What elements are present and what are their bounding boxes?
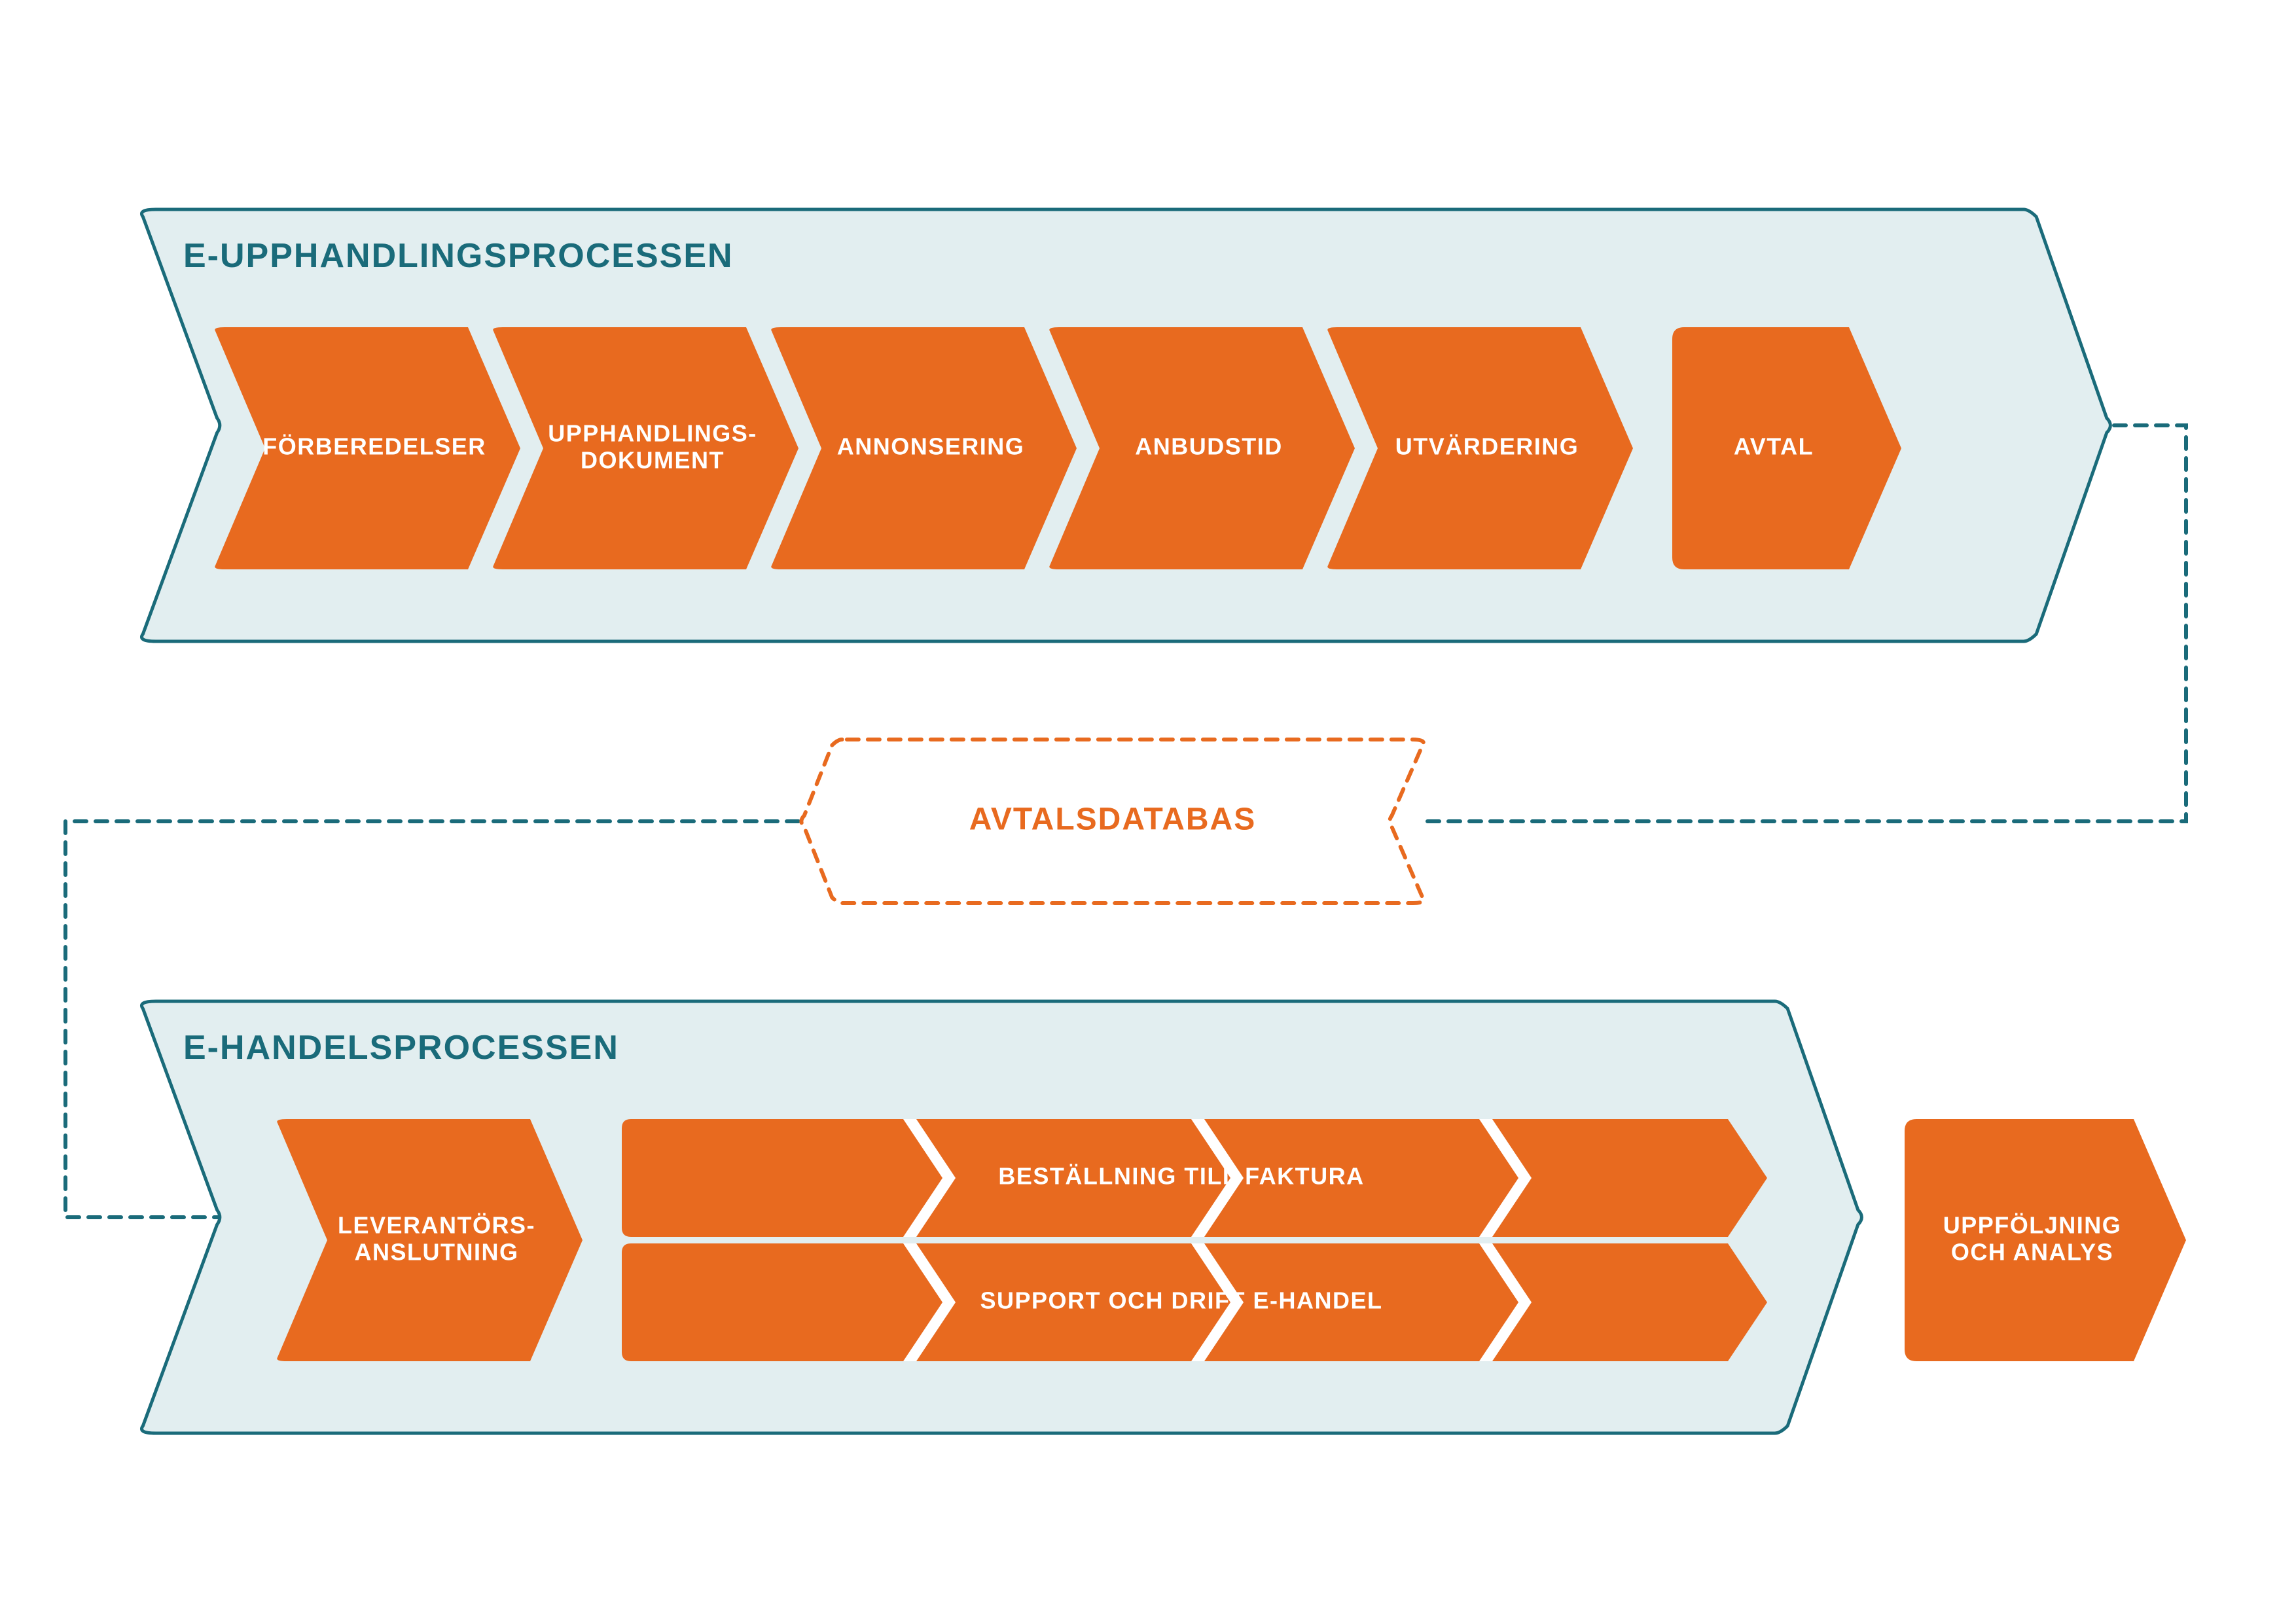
top-step-4-label: UTVÄRDERING [1395, 433, 1579, 460]
bar-bestallning-label: BESTÄLLNING TILL FAKTURA [998, 1163, 1364, 1190]
bottom-trail-step-label: UPPFÖLJNINGOCH ANALYS [1943, 1211, 2122, 1265]
avtalsdatabas-label: AVTALSDATABAS [969, 802, 1256, 837]
bottom-lead-step-label: LEVERANTÖRS-ANSLUTNING [338, 1211, 535, 1265]
top-step-2-label: ANNONSERING [837, 433, 1025, 460]
process-diagram: E-UPPHANDLINGSPROCESSENFÖRBEREDELSERUPPH… [0, 0, 2296, 1623]
bottom-process-title: E-HANDELSPROCESSEN [183, 1029, 619, 1067]
top-process-title: E-UPPHANDLINGSPROCESSEN [183, 237, 734, 275]
top-step-5-label: AVTAL [1734, 433, 1814, 460]
bar-support-label: SUPPORT OCH DRIFT E-HANDEL [980, 1287, 1383, 1314]
top-step-3-label: ANBUDSTID [1135, 433, 1283, 460]
top-step-0-label: FÖRBEREDELSER [262, 433, 486, 460]
